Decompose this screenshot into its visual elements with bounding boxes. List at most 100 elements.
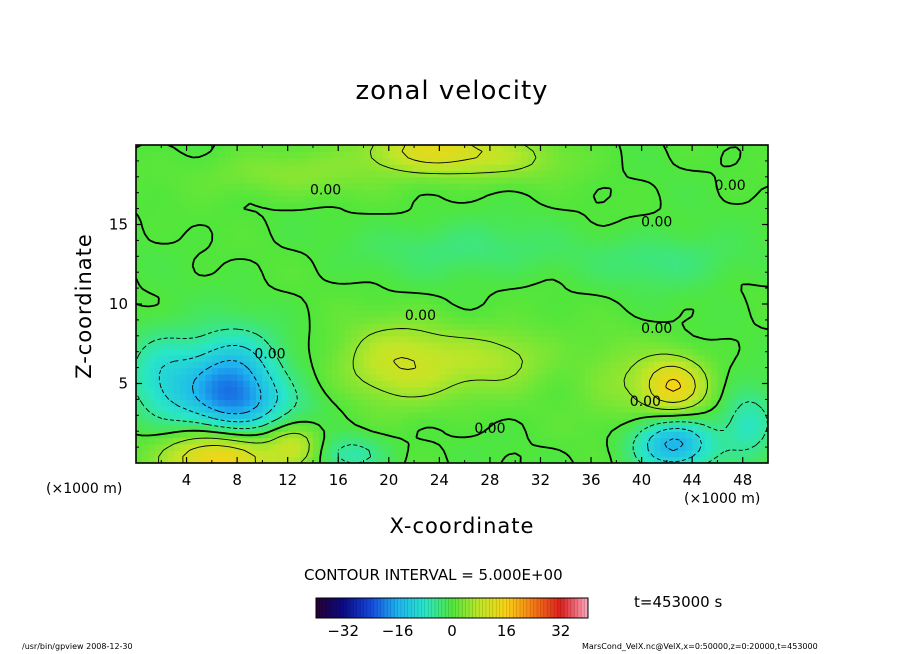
field-cell — [237, 151, 245, 159]
field-cell — [572, 170, 579, 178]
field-cell — [312, 393, 320, 400]
field-cell — [755, 380, 763, 388]
field-cell — [256, 291, 263, 299]
field-cell — [628, 284, 636, 292]
field-cell — [647, 361, 655, 369]
field-cell — [300, 380, 308, 388]
field-cell — [199, 183, 207, 191]
field-cell — [736, 405, 744, 413]
field-cell — [736, 246, 744, 254]
field-cell — [142, 424, 150, 432]
field-cell — [584, 208, 592, 216]
field-cell — [136, 316, 143, 324]
field-cell — [363, 227, 371, 235]
field-cell — [357, 354, 365, 362]
field-cell — [698, 380, 706, 388]
field-cell — [502, 310, 510, 318]
field-cell — [224, 431, 232, 439]
field-cell — [363, 348, 371, 356]
field-cell — [559, 361, 567, 369]
field-cell — [540, 399, 548, 407]
field-cell — [673, 164, 681, 172]
field-cell — [287, 240, 295, 248]
field-cell — [186, 386, 194, 394]
field-cell — [534, 259, 542, 267]
field-cell — [578, 240, 586, 248]
field-cell — [578, 412, 586, 420]
field-cell — [749, 348, 756, 356]
field-cell — [496, 195, 504, 203]
field-cell — [730, 183, 737, 191]
field-cell — [262, 157, 270, 165]
field-cell — [218, 386, 226, 394]
field-cell — [730, 367, 737, 375]
field-cell — [338, 380, 346, 388]
field-cell — [546, 208, 554, 216]
field-cell — [508, 323, 516, 331]
field-cell — [711, 170, 719, 178]
field-cell — [717, 316, 725, 324]
field-cell — [445, 443, 453, 451]
field-cell — [603, 412, 611, 420]
field-cell — [249, 335, 257, 343]
field-cell — [647, 291, 655, 299]
field-cell — [679, 278, 687, 286]
field-cell — [388, 437, 396, 445]
field-cell — [426, 195, 434, 203]
field-cell — [300, 214, 308, 222]
field-cell — [167, 297, 175, 305]
field-cell — [426, 157, 434, 165]
field-cell — [414, 316, 421, 324]
field-cell — [161, 335, 169, 343]
field-cell — [319, 361, 327, 369]
field-cell — [306, 170, 314, 178]
field-cell — [256, 170, 263, 178]
field-cell — [148, 412, 156, 420]
field-cell — [186, 170, 194, 178]
field-cell — [452, 265, 459, 273]
field-cell — [540, 164, 548, 172]
field-cell — [553, 431, 561, 439]
field-cell — [167, 164, 175, 172]
field-cell — [761, 297, 768, 305]
field-cell — [546, 176, 554, 184]
field-cell — [287, 183, 295, 191]
field-cell — [521, 265, 529, 273]
field-cell — [622, 202, 630, 210]
field-cell — [224, 412, 232, 420]
field-cell — [136, 354, 143, 362]
field-cell — [218, 208, 226, 216]
field-cell — [275, 145, 282, 152]
field-cell — [357, 424, 365, 432]
field-cell — [616, 304, 624, 311]
field-cell — [477, 354, 485, 362]
field-cell — [395, 291, 403, 299]
field-cell — [470, 208, 478, 216]
field-cell — [136, 304, 143, 311]
field-cell — [376, 246, 384, 254]
field-cell — [338, 399, 346, 407]
field-cell — [723, 221, 731, 229]
field-cell — [704, 202, 712, 210]
field-cell — [508, 170, 516, 178]
field-cell — [477, 399, 485, 407]
field-cell — [572, 405, 579, 413]
field-cell — [350, 189, 358, 197]
field-cell — [433, 354, 440, 362]
field-cell — [679, 145, 687, 152]
field-cell — [673, 240, 681, 248]
field-cell — [540, 253, 548, 261]
field-cell — [136, 323, 143, 331]
field-cell — [192, 291, 200, 299]
field-cell — [414, 246, 421, 254]
field-cell — [205, 335, 213, 343]
field-cell — [508, 361, 516, 369]
field-cell — [205, 424, 213, 432]
field-cell — [698, 348, 706, 356]
field-cell — [192, 393, 200, 400]
field-cell — [591, 284, 598, 292]
field-cell — [369, 291, 377, 299]
field-cell — [540, 367, 548, 375]
field-cell — [641, 214, 649, 222]
field-cell — [161, 367, 169, 375]
